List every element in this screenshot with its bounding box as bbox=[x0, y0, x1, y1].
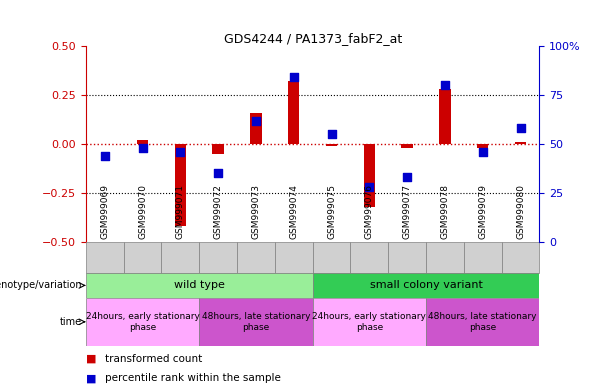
Bar bbox=[213, 144, 224, 154]
Bar bbox=[501, 242, 539, 273]
Text: GSM999079: GSM999079 bbox=[478, 184, 487, 239]
Bar bbox=[426, 298, 539, 346]
Point bbox=[327, 131, 337, 137]
Bar bbox=[237, 242, 275, 273]
Bar bbox=[313, 242, 351, 273]
Bar bbox=[199, 242, 237, 273]
Text: GSM999070: GSM999070 bbox=[138, 184, 147, 239]
Bar bbox=[326, 144, 337, 146]
Point bbox=[213, 170, 223, 177]
Text: GSM999077: GSM999077 bbox=[403, 184, 412, 239]
Text: wild type: wild type bbox=[174, 280, 224, 290]
Text: small colony variant: small colony variant bbox=[370, 280, 482, 290]
Bar bbox=[288, 81, 299, 144]
Bar bbox=[440, 89, 451, 144]
Text: GSM999080: GSM999080 bbox=[516, 184, 525, 239]
Text: GSM999073: GSM999073 bbox=[251, 184, 261, 239]
Text: GSM999071: GSM999071 bbox=[176, 184, 185, 239]
Text: percentile rank within the sample: percentile rank within the sample bbox=[105, 373, 281, 383]
Text: 48hours, late stationary
phase: 48hours, late stationary phase bbox=[428, 312, 537, 331]
Bar bbox=[364, 144, 375, 207]
Point bbox=[175, 149, 185, 155]
Bar bbox=[250, 113, 262, 144]
Point bbox=[516, 125, 525, 131]
Text: GSM999076: GSM999076 bbox=[365, 184, 374, 239]
Bar bbox=[275, 242, 313, 273]
Text: GSM999074: GSM999074 bbox=[289, 184, 299, 239]
Bar bbox=[124, 242, 161, 273]
Bar bbox=[313, 298, 426, 346]
Point bbox=[251, 118, 261, 124]
Text: GSM999078: GSM999078 bbox=[440, 184, 449, 239]
Point bbox=[478, 149, 488, 155]
Bar bbox=[351, 242, 388, 273]
Text: GSM999072: GSM999072 bbox=[213, 184, 223, 239]
Point bbox=[364, 184, 374, 190]
Text: 24hours, early stationary
phase: 24hours, early stationary phase bbox=[313, 312, 426, 331]
Bar bbox=[175, 144, 186, 226]
Text: ■: ■ bbox=[86, 354, 100, 364]
Text: time: time bbox=[60, 317, 82, 327]
Title: GDS4244 / PA1373_fabF2_at: GDS4244 / PA1373_fabF2_at bbox=[224, 32, 402, 45]
Bar bbox=[313, 273, 539, 298]
Point bbox=[440, 82, 450, 88]
Bar bbox=[477, 144, 489, 148]
Bar bbox=[199, 298, 313, 346]
Bar bbox=[515, 142, 526, 144]
Point bbox=[137, 145, 148, 151]
Bar bbox=[137, 140, 148, 144]
Point bbox=[100, 153, 110, 159]
Bar bbox=[86, 273, 313, 298]
Bar bbox=[388, 242, 426, 273]
Text: 24hours, early stationary
phase: 24hours, early stationary phase bbox=[86, 312, 199, 331]
Point bbox=[289, 74, 299, 81]
Text: GSM999069: GSM999069 bbox=[100, 184, 109, 239]
Bar bbox=[86, 298, 199, 346]
Text: genotype/variation: genotype/variation bbox=[0, 280, 82, 290]
Bar bbox=[402, 144, 413, 148]
Text: ■: ■ bbox=[86, 373, 100, 383]
Bar bbox=[464, 242, 501, 273]
Point bbox=[402, 174, 412, 180]
Text: 48hours, late stationary
phase: 48hours, late stationary phase bbox=[202, 312, 310, 331]
Bar bbox=[426, 242, 464, 273]
Text: GSM999075: GSM999075 bbox=[327, 184, 336, 239]
Text: transformed count: transformed count bbox=[105, 354, 203, 364]
Bar bbox=[86, 242, 124, 273]
Bar bbox=[161, 242, 199, 273]
